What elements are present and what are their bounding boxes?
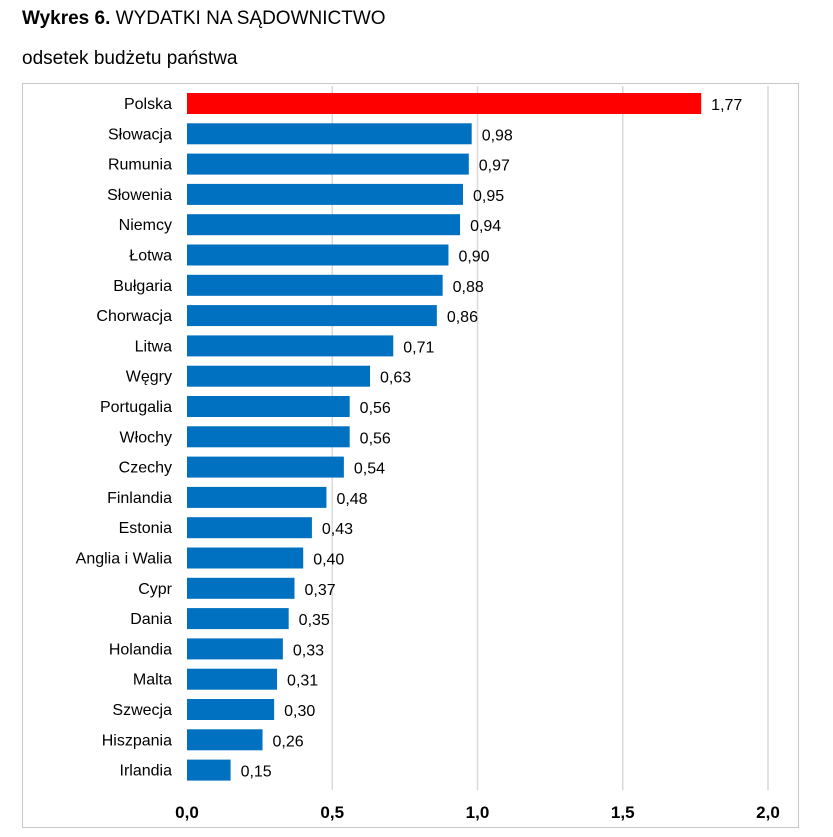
bar <box>187 729 263 751</box>
category-label: Węgry <box>126 369 172 386</box>
chart-title-number: Wykres 6. <box>22 8 111 29</box>
bar <box>187 577 295 599</box>
data-label: 0,30 <box>284 703 315 720</box>
bar <box>187 668 278 690</box>
bar <box>187 183 463 205</box>
data-label: 0,48 <box>336 491 367 508</box>
data-label: 0,56 <box>360 430 391 447</box>
data-label: 0,94 <box>470 218 501 235</box>
category-label: Irlandia <box>120 763 173 780</box>
bar <box>187 153 469 175</box>
data-label: 0,15 <box>241 764 272 781</box>
bar <box>187 547 304 569</box>
category-label: Słowacja <box>108 126 172 143</box>
category-label: Holandia <box>109 641 172 658</box>
bar <box>187 274 443 296</box>
chart-frame <box>22 83 799 828</box>
bar <box>187 426 350 448</box>
x-tick-label: 0,0 <box>175 803 199 822</box>
category-label: Niemcy <box>119 217 172 234</box>
data-label: 1,77 <box>711 97 742 114</box>
category-label: Chorwacja <box>96 308 172 325</box>
category-label: Anglia i Walia <box>76 551 172 568</box>
category-label: Polska <box>124 96 172 113</box>
data-label: 0,86 <box>447 309 478 326</box>
category-label: Rumunia <box>108 157 172 174</box>
category-label: Włochy <box>120 429 172 446</box>
data-label: 0,26 <box>273 733 304 750</box>
data-label: 0,90 <box>458 249 489 266</box>
category-label: Czechy <box>119 460 172 477</box>
bar <box>187 638 283 660</box>
data-label: 0,43 <box>322 521 353 538</box>
category-label: Bułgaria <box>113 278 172 295</box>
category-label: Łotwa <box>129 248 172 265</box>
data-label: 0,33 <box>293 642 324 659</box>
category-label: Szwecja <box>112 702 172 719</box>
x-tick-label: 1,0 <box>466 803 490 822</box>
data-label: 0,40 <box>313 552 344 569</box>
data-label: 0,98 <box>482 127 513 144</box>
chart-title: Wykres 6. WYDATKI NA SĄDOWNICTWO <box>22 8 386 30</box>
x-tick-label: 2,0 <box>756 803 780 822</box>
data-label: 0,56 <box>360 400 391 417</box>
category-label: Litwa <box>135 338 172 355</box>
x-tick-label: 0,5 <box>320 803 344 822</box>
data-label: 0,71 <box>403 339 434 356</box>
bar <box>187 396 350 417</box>
bar <box>187 365 371 387</box>
category-label: Estonia <box>119 520 172 537</box>
category-label: Hiszpania <box>102 732 172 749</box>
category-label: Dania <box>130 611 172 628</box>
bar <box>187 608 289 630</box>
data-label: 0,54 <box>354 461 385 478</box>
bar <box>187 305 437 327</box>
data-label: 0,95 <box>473 188 504 205</box>
chart-title-text: WYDATKI NA SĄDOWNICTWO <box>115 8 386 29</box>
bar <box>187 214 461 236</box>
data-label: 0,31 <box>287 673 318 690</box>
x-tick-label: 1,5 <box>611 803 635 822</box>
bar <box>187 456 344 478</box>
bar <box>187 93 702 114</box>
category-label: Malta <box>133 672 172 689</box>
bar <box>187 699 275 720</box>
bar <box>187 123 472 145</box>
chart-subtitle: odsetek budżetu państwa <box>22 48 238 69</box>
data-label: 0,37 <box>304 582 335 599</box>
data-label: 0,88 <box>453 279 484 296</box>
bar <box>187 486 327 508</box>
bar <box>187 335 394 357</box>
category-label: Cypr <box>138 581 172 598</box>
data-label: 0,35 <box>299 612 330 629</box>
category-label: Słowenia <box>107 187 172 204</box>
data-label: 0,97 <box>479 158 510 175</box>
bar <box>187 517 312 539</box>
category-label: Portugalia <box>100 399 172 416</box>
bar <box>187 759 231 781</box>
data-label: 0,63 <box>380 370 411 387</box>
bar <box>187 244 449 266</box>
category-label: Finlandia <box>107 490 172 507</box>
